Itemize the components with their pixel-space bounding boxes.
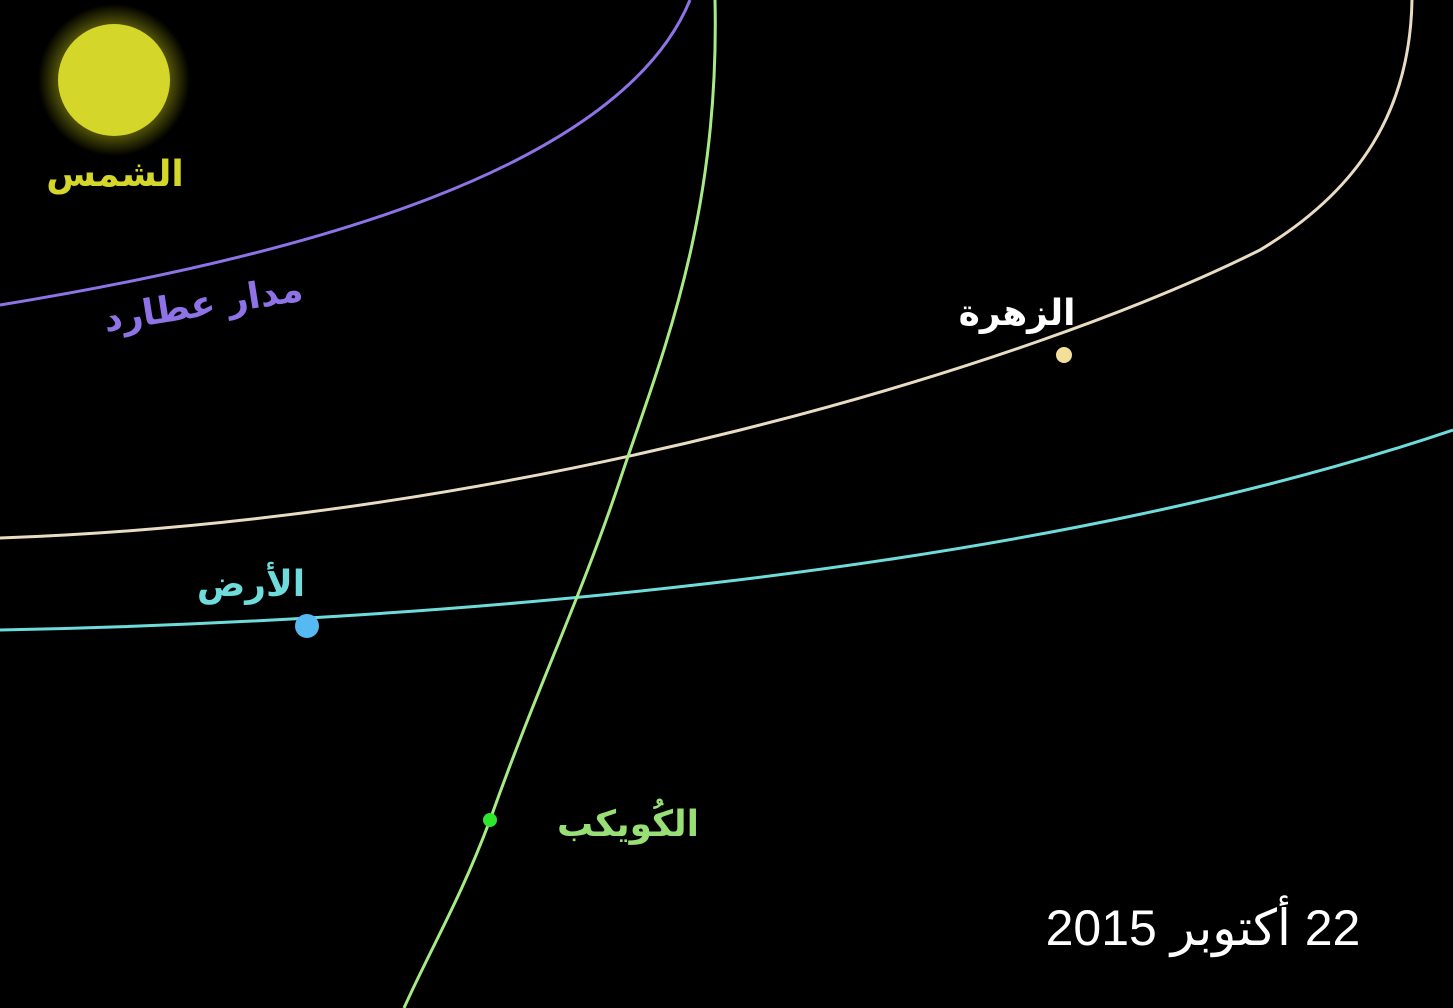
sun-label: الشمس xyxy=(46,154,184,195)
mercury-orbit xyxy=(0,0,692,307)
asteroid-dot xyxy=(483,813,497,827)
venus-dot xyxy=(1056,347,1072,363)
sun xyxy=(58,24,170,136)
date-caption: 22 أكتوبر 2015 xyxy=(1046,894,1361,958)
asteroid-path xyxy=(402,0,717,1008)
venus-orbit xyxy=(0,0,1414,540)
earth-dot xyxy=(295,614,319,638)
earth-label: الأرض xyxy=(197,561,305,605)
earth-orbit xyxy=(0,428,1453,632)
venus-label: الزهرة xyxy=(959,293,1076,334)
asteroid-label: الكُويكب xyxy=(557,798,699,845)
